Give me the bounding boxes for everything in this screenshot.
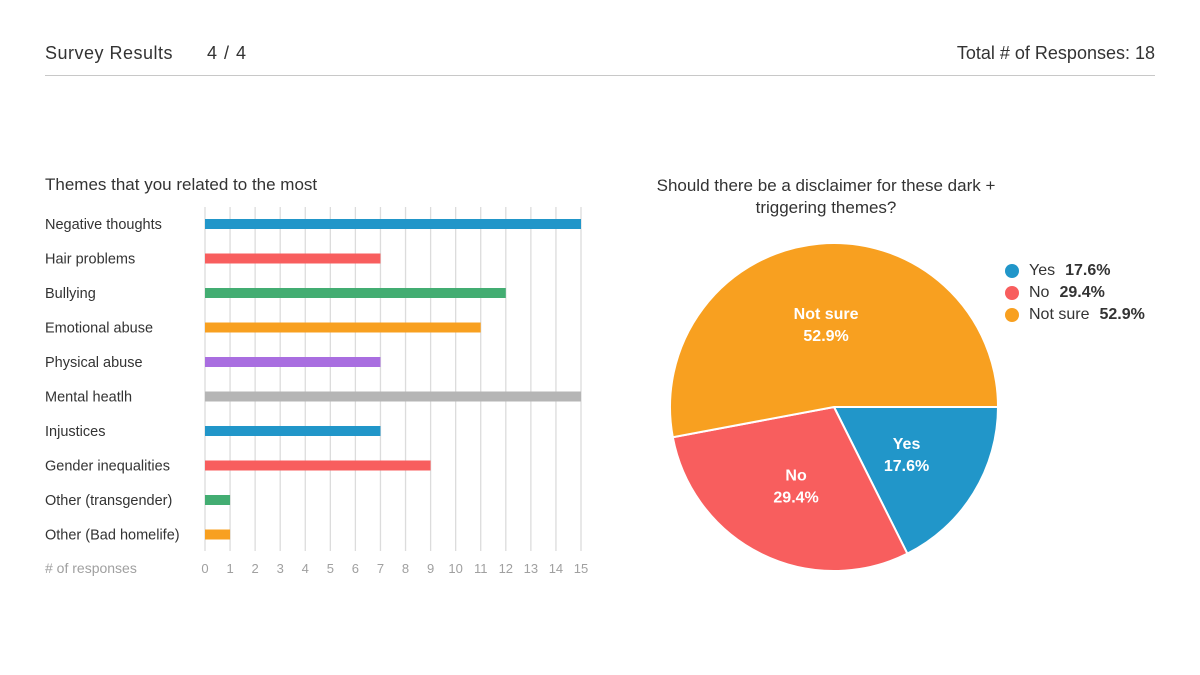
- bar: [205, 460, 431, 471]
- x-tick-label: 4: [302, 561, 309, 576]
- x-tick-label: 8: [402, 561, 409, 576]
- x-tick-label: 6: [352, 561, 359, 576]
- slice-label: Not sure: [794, 306, 859, 323]
- x-tick-label: 14: [549, 561, 563, 576]
- bar: [205, 529, 231, 540]
- category-label: Bullying: [45, 286, 96, 302]
- x-tick-label: 11: [474, 561, 488, 576]
- legend-swatch: [1005, 308, 1019, 322]
- header-bar: Survey Results 4 / 4 Total # of Response…: [45, 0, 1155, 76]
- category-label: Negative thoughts: [45, 217, 162, 233]
- slice-label: Yes: [893, 436, 921, 453]
- bar: [205, 391, 581, 402]
- category-label: Emotional abuse: [45, 321, 153, 337]
- legend-label: No: [1029, 284, 1050, 301]
- bar: [205, 495, 231, 505]
- pie-chart-title: Should there be a disclaimer for these d…: [656, 176, 996, 217]
- x-tick-label: 0: [201, 561, 208, 576]
- legend-value: 17.6%: [1065, 262, 1111, 279]
- legend-item: Yes 17.6%: [1005, 260, 1145, 282]
- slice-label: No: [785, 467, 807, 484]
- pie-legend: Yes 17.6% No 29.4% Not sure 52.9%: [1005, 260, 1145, 326]
- pie-slice: [832, 406, 1000, 556]
- x-tick-label: 9: [427, 561, 434, 576]
- legend-item: Not sure 52.9%: [1005, 304, 1145, 326]
- category-label: Other (transgender): [45, 493, 172, 509]
- page-title: Survey Results: [45, 43, 174, 63]
- pie-slice: [671, 405, 909, 572]
- category-label: Mental heatlh: [45, 390, 132, 406]
- legend-value: 52.9%: [1099, 306, 1145, 323]
- x-tick-label: 15: [574, 561, 588, 576]
- x-tick-label: 2: [252, 561, 259, 576]
- slice-value-label: 52.9%: [803, 328, 848, 345]
- x-axis-label: # of responses: [45, 560, 137, 576]
- slice-value-label: 29.4%: [773, 489, 818, 506]
- legend-item: No 29.4%: [1005, 282, 1145, 304]
- category-label: Injustices: [45, 424, 105, 440]
- bar: [205, 253, 381, 264]
- bar: [205, 219, 581, 229]
- bar-chart-title: Themes that you related to the most: [45, 175, 318, 194]
- legend-swatch: [1005, 286, 1019, 300]
- legend-label: Not sure: [1029, 306, 1090, 323]
- bar: [205, 426, 381, 436]
- pie-slice: [669, 242, 1000, 439]
- category-label: Other (Bad homelife): [45, 528, 180, 544]
- x-tick-label: 12: [499, 561, 513, 576]
- bar: [205, 322, 481, 333]
- x-tick-label: 3: [277, 561, 284, 576]
- category-label: Hair problems: [45, 252, 135, 268]
- bar: [205, 288, 506, 298]
- legend-label: Yes: [1029, 262, 1056, 279]
- bar-chart: 0 1 2 3 4 5 6 7 8 9 10 11 12 13 14 15# of responsesNega…: [45, 207, 588, 576]
- x-tick-label: 5: [327, 561, 334, 576]
- page-indicator: 4 / 4: [207, 43, 248, 63]
- legend-value: 29.4%: [1059, 284, 1105, 301]
- slice-value-label: 17.6%: [884, 458, 929, 475]
- x-tick-label: 13: [524, 561, 538, 576]
- legend-swatch: [1005, 264, 1019, 278]
- category-label: Physical abuse: [45, 355, 143, 371]
- x-tick-label: 7: [377, 561, 384, 576]
- x-tick-label: 1: [226, 561, 233, 576]
- category-label: Gender inequalities: [45, 459, 170, 475]
- total-responses: Total # of Responses: 18: [956, 43, 1155, 63]
- bar: [205, 357, 381, 367]
- x-tick-label: 10: [448, 561, 462, 576]
